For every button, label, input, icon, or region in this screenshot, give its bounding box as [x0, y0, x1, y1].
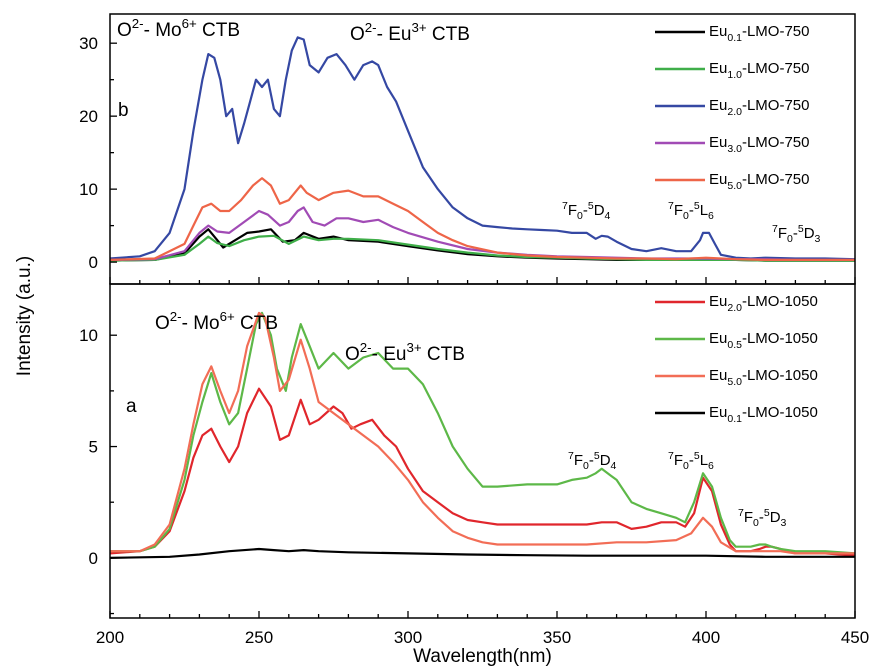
series-line-Eu5.0-LMO-750 — [110, 177, 855, 261]
legend-entry: Eu1.0-LMO-750 — [709, 60, 810, 81]
annotation-transition-l6: 7F0-5L6 — [668, 450, 714, 472]
plot-frame — [109, 283, 856, 619]
panel-label: a — [126, 396, 137, 417]
y-tick-label: 5 — [89, 438, 98, 457]
x-tick-label: 350 — [543, 628, 571, 647]
series-line-Eu2.0-LMO-1050 — [110, 387, 855, 557]
x-tick-label: 400 — [692, 628, 720, 647]
annotation-transition-d3: 7F0-5D3 — [772, 223, 821, 245]
y-tick-label: 10 — [79, 180, 98, 199]
legend-entry: Eu3.0-LMO-750 — [709, 134, 810, 155]
annotation-transition-l6: 7F0-5L6 — [668, 200, 714, 222]
y-tick-label: 30 — [79, 34, 98, 53]
legend-entry: Eu0.1-LMO-1050 — [709, 404, 818, 425]
x-tick-label: 450 — [841, 628, 869, 647]
y-tick-label: 10 — [79, 326, 98, 345]
series-line-Eu1.0-LMO-750 — [110, 234, 855, 262]
y-axis-title: Intensity (a.u.) — [14, 256, 35, 376]
legend-entry: Eu2.0-LMO-1050 — [709, 293, 818, 314]
series-group — [110, 36, 855, 262]
legend: Eu0.1-LMO-750 Eu1.0-LMO-750 Eu2.0-LMO-750 E… — [655, 23, 810, 192]
y-tick-label: 0 — [89, 253, 98, 272]
y-tick-label: 20 — [79, 107, 98, 126]
panel-a: 0 5 10 a O2-- Mo6+ CTB O2-- Eu3+ CTB 7F0-5D4 7F… — [79, 283, 856, 619]
x-tick-label: 200 — [96, 628, 124, 647]
series-line-Eu2.0-LMO-750 — [110, 36, 855, 261]
panel-label: b — [118, 100, 129, 121]
legend-entry: Eu0.1-LMO-750 — [709, 23, 810, 44]
annotation-mo-ctb: O2-- Mo6+ CTB — [117, 16, 240, 41]
panel-b: 0 10 20 30 b O2-- Mo6+ CTB O2-- Eu3+ CTB 7F0-5D… — [79, 13, 856, 285]
series-line-Eu0.5-LMO-1050 — [110, 311, 855, 555]
annotation-mo-ctb: O2-- Mo6+ CTB — [155, 309, 278, 334]
series-group — [110, 311, 855, 559]
annotation-transition-d3: 7F0-5D3 — [738, 507, 787, 529]
series-line-Eu0.1-LMO-1050 — [110, 547, 855, 559]
legend: Eu2.0-LMO-1050 Eu0.5-LMO-1050 Eu5.0-LMO-10… — [655, 293, 818, 425]
legend-entry: Eu2.0-LMO-750 — [709, 97, 810, 118]
y-tick-label: 0 — [89, 549, 98, 568]
annotation-eu-ctb: O2-- Eu3+ CTB — [350, 20, 470, 45]
x-tick-label: 250 — [245, 628, 273, 647]
annotation-eu-ctb: O2-- Eu3+ CTB — [345, 340, 465, 365]
legend-entry: Eu0.5-LMO-1050 — [709, 330, 818, 351]
chart-root: 0 10 20 30 b O2-- Mo6+ CTB O2-- Eu3+ CTB 7F0-5D… — [14, 13, 869, 667]
annotation-transition-d4: 7F0-5D4 — [562, 200, 611, 222]
series-line-Eu5.0-LMO-1050 — [110, 311, 855, 555]
legend-entry: Eu5.0-LMO-750 — [709, 171, 810, 192]
annotation-transition-d4: 7F0-5D4 — [568, 450, 617, 472]
x-axis-title: Wavelength(nm) — [413, 646, 552, 667]
legend-entry: Eu5.0-LMO-1050 — [709, 367, 818, 388]
x-tick-label: 300 — [394, 628, 422, 647]
series-line-Eu3.0-LMO-750 — [110, 206, 855, 261]
